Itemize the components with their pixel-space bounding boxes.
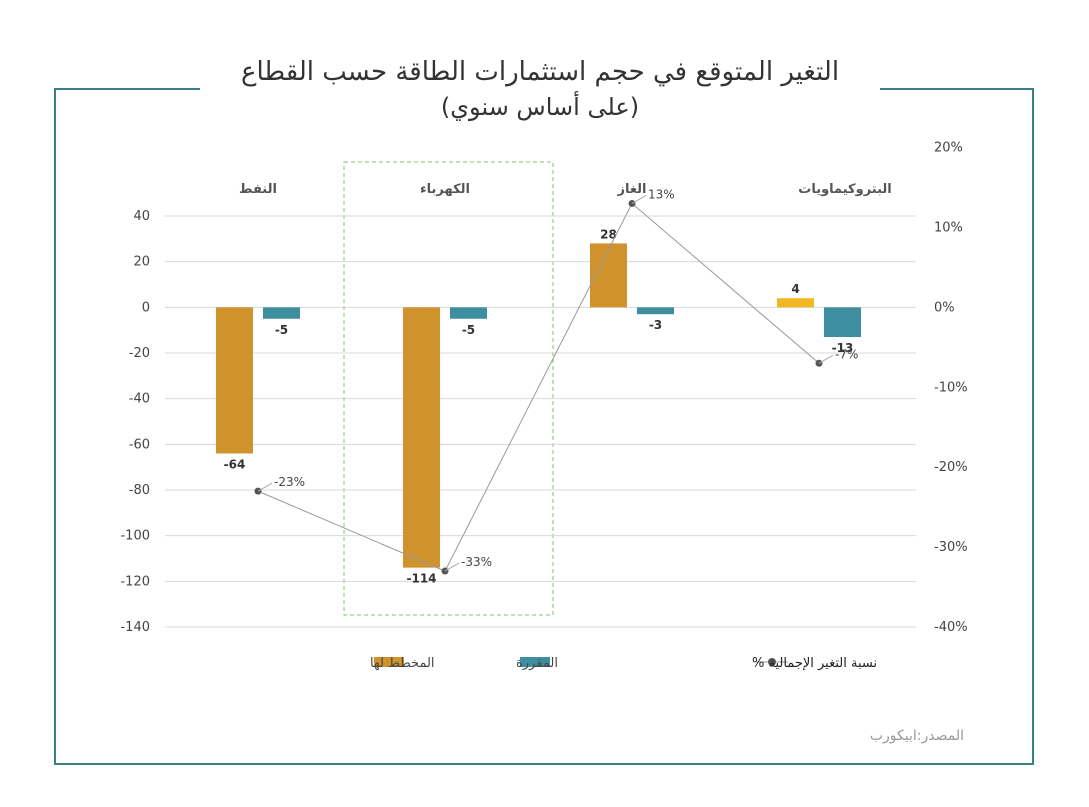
title-block: التغير المتوقع في حجم استثمارات الطاقة ح… bbox=[200, 50, 880, 136]
bar-committed bbox=[824, 307, 861, 338]
bar-planned-label: 4 bbox=[791, 282, 799, 296]
category-label: النفط bbox=[239, 182, 277, 197]
total-change-label: 13% bbox=[648, 187, 675, 201]
y2-tick-label: 10% bbox=[934, 220, 963, 235]
bar-planned-label: 28 bbox=[600, 227, 617, 241]
bar-committed bbox=[263, 307, 300, 319]
legend-label-committed: المقررة bbox=[516, 656, 558, 671]
bar-committed bbox=[637, 307, 674, 315]
y2-tick-label: -30% bbox=[934, 540, 968, 555]
chart-title: التغير المتوقع في حجم استثمارات الطاقة ح… bbox=[240, 57, 840, 87]
chart-subtitle: (على أساس سنوي) bbox=[440, 93, 640, 121]
bar-committed bbox=[450, 307, 487, 319]
legend-swatch-planned bbox=[374, 657, 404, 667]
total-change-line bbox=[257, 202, 820, 572]
total-change-label: -33% bbox=[461, 555, 492, 569]
y2-tick-label: -10% bbox=[934, 380, 968, 395]
category-label: الغاز bbox=[616, 182, 646, 197]
total-change-leader bbox=[257, 482, 273, 492]
total-change-label: -7% bbox=[835, 347, 858, 361]
legend-swatch-committed bbox=[520, 657, 550, 667]
y-tick-label: 20 bbox=[133, 255, 150, 270]
y-tick-label: -60 bbox=[129, 437, 150, 452]
bar-committed-label: -13 bbox=[832, 341, 854, 355]
y-tick-label: 40 bbox=[133, 209, 150, 224]
bar-planned-label: -114 bbox=[406, 572, 436, 586]
y2-tick-label: 20% bbox=[934, 141, 963, 156]
highlight-box bbox=[343, 161, 554, 616]
category-label: الكهرباء bbox=[420, 182, 470, 197]
y-tick-label: -40 bbox=[129, 392, 150, 407]
y2-tick-label: 0% bbox=[934, 300, 955, 315]
source-note: المصدر:ابيكورب bbox=[869, 728, 964, 744]
bar-committed-label: -3 bbox=[649, 318, 662, 332]
y-tick-label: -120 bbox=[120, 574, 150, 589]
category-label: البتروكيماويات bbox=[798, 182, 892, 197]
bar-planned-label: -64 bbox=[224, 457, 246, 471]
y2-tick-label: -40% bbox=[934, 620, 968, 635]
y-tick-label: -140 bbox=[120, 620, 150, 635]
bar-planned bbox=[403, 307, 440, 568]
total-change-leader bbox=[444, 562, 460, 572]
legend-label-total: نسبة التغير الإجمالية % bbox=[752, 656, 877, 671]
y-tick-label: -100 bbox=[120, 529, 150, 544]
bar-planned bbox=[216, 307, 253, 454]
bar-committed-label: -5 bbox=[275, 323, 288, 337]
y-tick-label: 0 bbox=[142, 300, 150, 315]
bar-planned bbox=[590, 243, 627, 308]
total-change-leader bbox=[818, 354, 834, 364]
bar-committed-label: -5 bbox=[462, 323, 475, 337]
legend-label-planned: المخطط لها bbox=[370, 656, 435, 671]
y-tick-label: -20 bbox=[129, 346, 150, 361]
total-change-leader bbox=[631, 195, 647, 204]
y-tick-label: -80 bbox=[129, 483, 150, 498]
total-change-label: -23% bbox=[274, 475, 305, 489]
bar-planned bbox=[777, 298, 814, 308]
y2-tick-label: -20% bbox=[934, 460, 968, 475]
legend-marker-total bbox=[768, 658, 776, 666]
